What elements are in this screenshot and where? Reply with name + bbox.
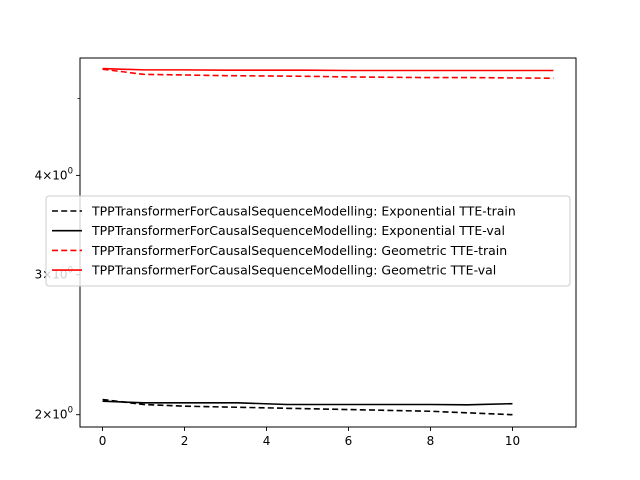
x-tick-label: 0	[99, 434, 107, 448]
x-tick-label: 4	[263, 434, 271, 448]
legend-label: TPPTransformerForCausalSequenceModelling…	[91, 204, 516, 219]
x-tick-label: 8	[427, 434, 435, 448]
y-tick-label: 2×100	[35, 406, 73, 422]
y-tick-label: 4×100	[35, 166, 73, 182]
x-tick-label: 2	[181, 434, 189, 448]
legend-label: TPPTransformerForCausalSequenceModelling…	[91, 263, 496, 278]
series-line-2	[102, 400, 513, 406]
x-axis: 0 2 4 6 8 10	[99, 427, 520, 448]
x-tick-label: 10	[505, 434, 520, 448]
legend-box	[45, 195, 571, 287]
series-layer	[102, 67, 554, 416]
legend-label: TPPTransformerForCausalSequenceModelling…	[91, 243, 507, 258]
x-tick-label: 6	[345, 434, 353, 448]
legend-label: TPPTransformerForCausalSequenceModelling…	[91, 223, 505, 238]
legend: TPPTransformerForCausalSequenceModelling…	[45, 195, 571, 287]
series-line-3	[102, 68, 554, 80]
series-line-1	[102, 398, 513, 416]
series-line-4	[102, 67, 554, 72]
